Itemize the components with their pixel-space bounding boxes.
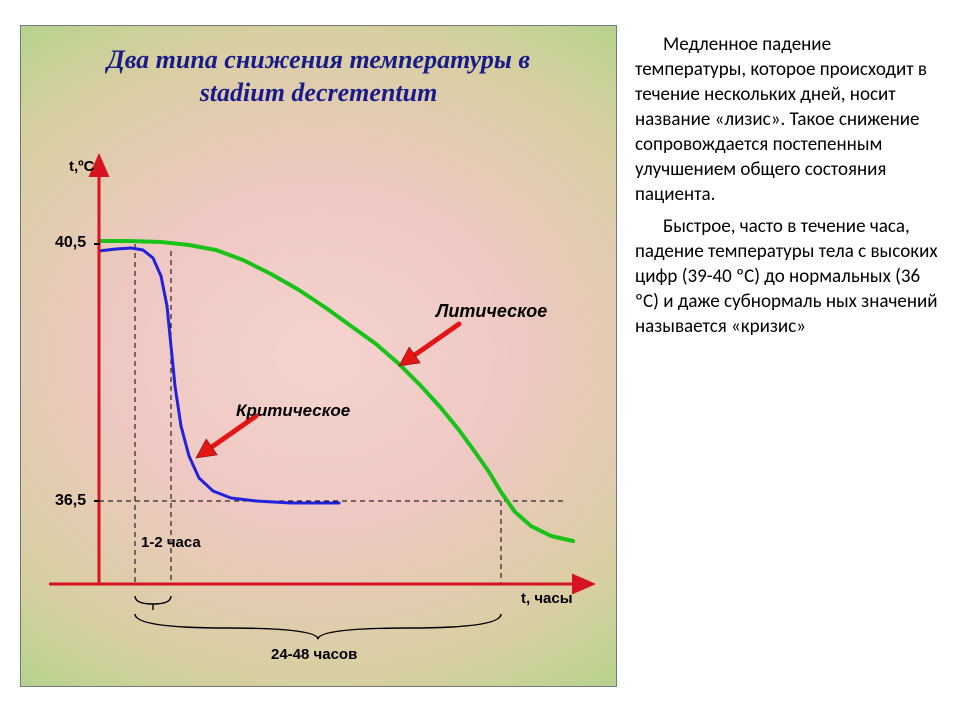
brace-label-short: 1-2 часа [141, 534, 201, 551]
chart-svg-wrap [21, 26, 616, 686]
x-axis-label: t, часы [521, 590, 573, 607]
chart-panel: Два типа снижения температуры в stadium … [20, 25, 617, 687]
side-text: Медленное падение температуры, которое п… [617, 0, 957, 720]
ytick-36-5: 36,5 [55, 492, 86, 510]
y-axis-label: t,ºС [69, 158, 94, 175]
side-para-1: Медленное падение температуры, которое п… [635, 32, 945, 208]
label-critical: Критическое [236, 401, 350, 421]
brace-label-long: 24-48 часов [271, 646, 357, 663]
side-para-2: Быстрое, часто в течение часа, падение т… [635, 214, 945, 339]
chart-svg [21, 26, 616, 686]
label-lytic: Литическое [436, 301, 547, 322]
page-root: Два типа снижения температуры в stadium … [0, 0, 960, 720]
ytick-40-5: 40,5 [55, 234, 86, 252]
